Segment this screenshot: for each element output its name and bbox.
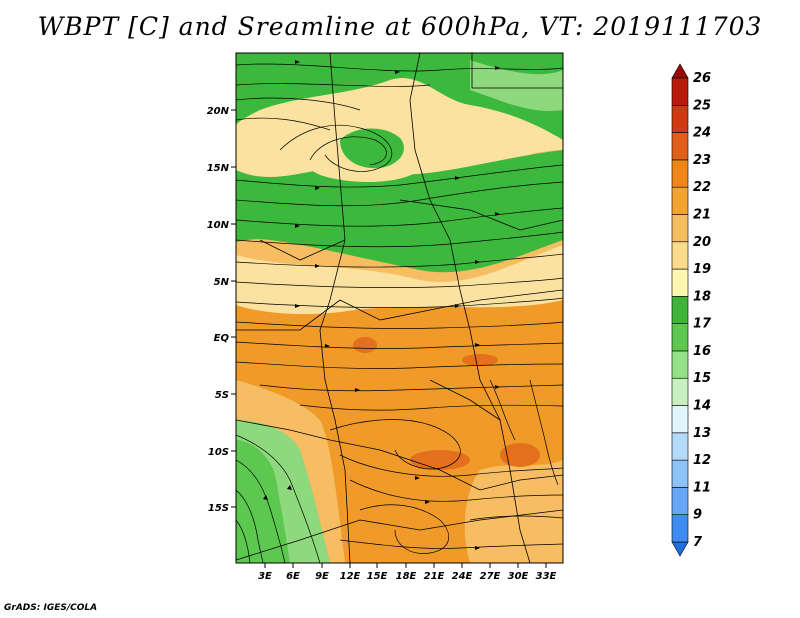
- footer-credit: GrADS: IGES/COLA: [4, 603, 98, 613]
- colorbar-label: 18: [693, 289, 711, 304]
- field-orange-dark-3: [353, 337, 377, 353]
- field-yellow-se: [464, 460, 563, 563]
- lon-label-30e: 30E: [508, 571, 529, 582]
- field-yellow-sw: [236, 380, 345, 563]
- colorbar-swatch: [671, 159, 689, 188]
- streamlines: [236, 63, 563, 563]
- lon-axis: 3E 6E 9E 12E 15E 18E 21E 24E 27E 30E 33E: [258, 563, 557, 582]
- lat-axis: 20N 15N 10N 5N EQ 5S 10S 15S: [207, 106, 236, 514]
- colorbar-swatch: [671, 487, 689, 516]
- map-area: [236, 53, 563, 563]
- country-borders: [236, 53, 563, 563]
- lon-label-33e: 33E: [536, 571, 557, 582]
- colorbar-label: 7: [693, 535, 703, 550]
- field-green-band: [236, 150, 563, 273]
- colorbar-swatch: [671, 432, 689, 461]
- map-frame: [235, 52, 564, 564]
- lat-label-10s: 10S: [208, 447, 229, 458]
- field-green-light-ne: [470, 60, 563, 111]
- colorbar-label: 16: [693, 344, 711, 359]
- colorbar-label: 24: [693, 126, 711, 141]
- field-orange-dark-4: [462, 354, 498, 366]
- colorbar-top-triangle: [671, 63, 689, 79]
- lat-label-5n: 5N: [214, 277, 230, 288]
- colorbar-label: 25: [693, 98, 711, 113]
- colorbar-label: 13: [693, 426, 711, 441]
- lat-label-15s: 15S: [208, 503, 229, 514]
- colorbar: 7 9 11 12 13 14 15 16 17 18 19 20 21 22 23 24 25 26: [671, 63, 712, 557]
- lon-label-21e: 21E: [424, 571, 445, 582]
- lat-label-10n: 10N: [207, 220, 230, 231]
- lon-label-27e: 27E: [480, 571, 501, 582]
- colorbar-swatch: [671, 377, 689, 406]
- lat-label-20n: 20N: [207, 106, 230, 117]
- lon-label-12e: 12E: [340, 571, 361, 582]
- colorbar-label: 17: [693, 317, 712, 332]
- colorbar-label: 15: [693, 371, 711, 386]
- colorbar-label: 14: [693, 399, 711, 414]
- map-title: WBPT [C] and Sreamline at 600hPa, VT: 20…: [37, 12, 763, 41]
- colorbar-swatch: [671, 350, 689, 379]
- colorbar-swatch: [671, 514, 689, 543]
- colorbar-swatch: [671, 104, 689, 133]
- streamline-arrows: [263, 60, 500, 550]
- colorbar-swatch: [671, 323, 689, 352]
- colorbar-swatch: [671, 296, 689, 324]
- colorbar-label: 20: [693, 235, 711, 250]
- colorbar-label: 9: [693, 508, 702, 523]
- colorbar-label: 26: [693, 71, 711, 86]
- colorbar-label: 12: [693, 453, 711, 468]
- lon-label-24e: 24E: [452, 571, 473, 582]
- colorbar-label: 21: [693, 207, 711, 222]
- lat-label-15n: 15N: [207, 163, 230, 174]
- lon-label-18e: 18E: [396, 571, 417, 582]
- colorbar-label: 23: [693, 153, 711, 168]
- colorbar-swatch: [671, 405, 689, 434]
- field-orange-dark-1: [410, 450, 470, 470]
- colorbar-swatch: [671, 77, 689, 106]
- colorbar-label: 22: [693, 180, 711, 195]
- field-yellow-band: [236, 245, 563, 315]
- colorbar-bottom-triangle: [671, 541, 689, 557]
- colorbar-swatch: [671, 241, 689, 270]
- lon-label-3e: 3E: [258, 571, 272, 582]
- field-orange-dark-2: [500, 443, 540, 467]
- colorbar-swatch: [671, 268, 689, 297]
- lon-label-15e: 15E: [367, 571, 388, 582]
- colorbar-label: 19: [693, 262, 711, 277]
- colorbar-swatch: [671, 214, 689, 243]
- lat-label-5s: 5S: [215, 390, 229, 401]
- colorbar-swatch: [671, 459, 689, 488]
- lon-label-9e: 9E: [315, 571, 329, 582]
- colorbar-swatch: [671, 186, 689, 215]
- field-green-vortex: [340, 128, 404, 169]
- field-green-sw-dark: [236, 440, 290, 563]
- colorbar-label: 11: [693, 480, 711, 495]
- lon-label-6e: 6E: [286, 571, 300, 582]
- lat-label-eq: EQ: [214, 333, 230, 344]
- colorbar-swatch: [671, 132, 689, 161]
